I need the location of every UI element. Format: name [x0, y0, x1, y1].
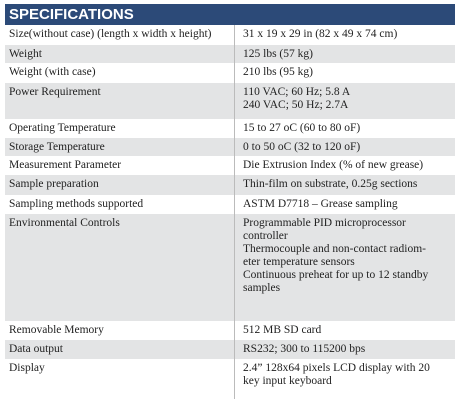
spec-value: 210 lbs (95 kg) [235, 63, 455, 83]
spec-label: Sample preparation [5, 175, 235, 195]
spec-value: 2.4” 128x64 pixels LCD display with 20 ke… [235, 359, 455, 399]
spec-value-line: samples [243, 282, 281, 294]
spec-value-line: Continuous preheat for up to 12 standby [243, 269, 429, 281]
spec-row: Display 2.4” 128x64 pixels LCD display wi… [5, 359, 455, 399]
spec-label: Data output [5, 340, 235, 359]
spec-value-line: Thin-film on substrate, 0.25g sections [243, 178, 418, 190]
spec-row: Data output RS232; 300 to 115200 bps [5, 340, 455, 359]
spec-row: Measurement Parameter Die Extrusion Index… [5, 156, 455, 175]
spec-value: Die Extrusion Index (% of new grease) [235, 156, 455, 175]
spec-value-line: 210 lbs (95 kg) [243, 66, 313, 78]
spec-label: Operating Temperature [5, 119, 235, 138]
spec-label: Power Requirement [5, 83, 235, 119]
spec-row: Sample preparation Thin-film on substrate… [5, 175, 455, 195]
spec-value-line: Programmable PID microprocessor [243, 217, 406, 229]
spec-row: Removable Memory 512 MB SD card [5, 321, 455, 340]
spec-label: Display [5, 359, 235, 399]
spec-row: Environmental Controls Programmable PID m… [5, 214, 455, 321]
spec-value-line: controller [243, 230, 288, 242]
spec-label: Environmental Controls [5, 214, 235, 321]
spec-label: Weight [5, 45, 235, 63]
spec-value-line: 15 to 27 oC (60 to 80 oF) [243, 122, 361, 134]
spec-row: Weight 125 lbs (57 kg) [5, 45, 455, 63]
spec-label: Weight (with case) [5, 63, 235, 83]
spec-label: Size(without case) (length x width x hei… [5, 25, 235, 45]
spec-value-line: 125 lbs (57 kg) [243, 48, 313, 60]
spec-value-line: 2.4” 128x64 pixels LCD display with 20 [243, 362, 430, 374]
spec-value: 110 VAC; 60 Hz; 5.8 A 240 VAC; 50 Hz; 2.7… [235, 83, 455, 119]
spec-value: 0 to 50 oC (32 to 120 oF) [235, 138, 455, 156]
spec-value: Programmable PID microprocessor controlle… [235, 214, 455, 321]
spec-row: Power Requirement 110 VAC; 60 Hz; 5.8 A 24… [5, 83, 455, 119]
spec-label: Removable Memory [5, 321, 235, 340]
header-title: SPECIFICATIONS [5, 4, 455, 25]
spec-value-line: 110 VAC; 60 Hz; 5.8 A [243, 86, 351, 98]
spec-row: Weight (with case) 210 lbs (95 kg) [5, 63, 455, 83]
spec-value-line: ASTM D7718 – Grease sampling [243, 198, 398, 210]
spec-value: Thin-film on substrate, 0.25g sections [235, 175, 455, 195]
spec-value-line: key input keyboard [243, 375, 332, 387]
spec-value: RS232; 300 to 115200 bps [235, 340, 455, 359]
spec-row: Storage Temperature 0 to 50 oC (32 to 120… [5, 138, 455, 156]
spec-value-line: Thermocouple and non-contact radiom- [243, 243, 426, 255]
spec-value-line: 31 x 19 x 29 in (82 x 49 x 74 cm) [243, 28, 398, 40]
spec-table: Size(without case) (length x width x hei… [5, 25, 455, 399]
spec-value-line: Die Extrusion Index (% of new grease) [243, 159, 424, 171]
spec-value: 15 to 27 oC (60 to 80 oF) [235, 119, 455, 138]
spec-value-line: 0 to 50 oC (32 to 120 oF) [243, 141, 361, 153]
spec-value: 512 MB SD card [235, 321, 455, 340]
spec-value: 125 lbs (57 kg) [235, 45, 455, 63]
spec-value-line: 240 VAC; 50 Hz; 2.7A [243, 99, 349, 111]
spec-row: Sampling methods supported ASTM D7718 – G… [5, 195, 455, 214]
spec-row: Size(without case) (length x width x hei… [5, 25, 455, 45]
spec-value-line: RS232; 300 to 115200 bps [243, 343, 366, 355]
spec-label: Measurement Parameter [5, 156, 235, 175]
spec-sheet: SPECIFICATIONS Size(without case) (lengt… [5, 4, 455, 399]
spec-row: Operating Temperature 15 to 27 oC (60 to … [5, 119, 455, 138]
spec-value-line: eter temperature sensors [243, 256, 355, 268]
spec-value: 31 x 19 x 29 in (82 x 49 x 74 cm) [235, 25, 455, 45]
spec-label: Storage Temperature [5, 138, 235, 156]
spec-value-line: 512 MB SD card [243, 324, 322, 336]
spec-label: Sampling methods supported [5, 195, 235, 214]
spec-value: ASTM D7718 – Grease sampling [235, 195, 455, 214]
